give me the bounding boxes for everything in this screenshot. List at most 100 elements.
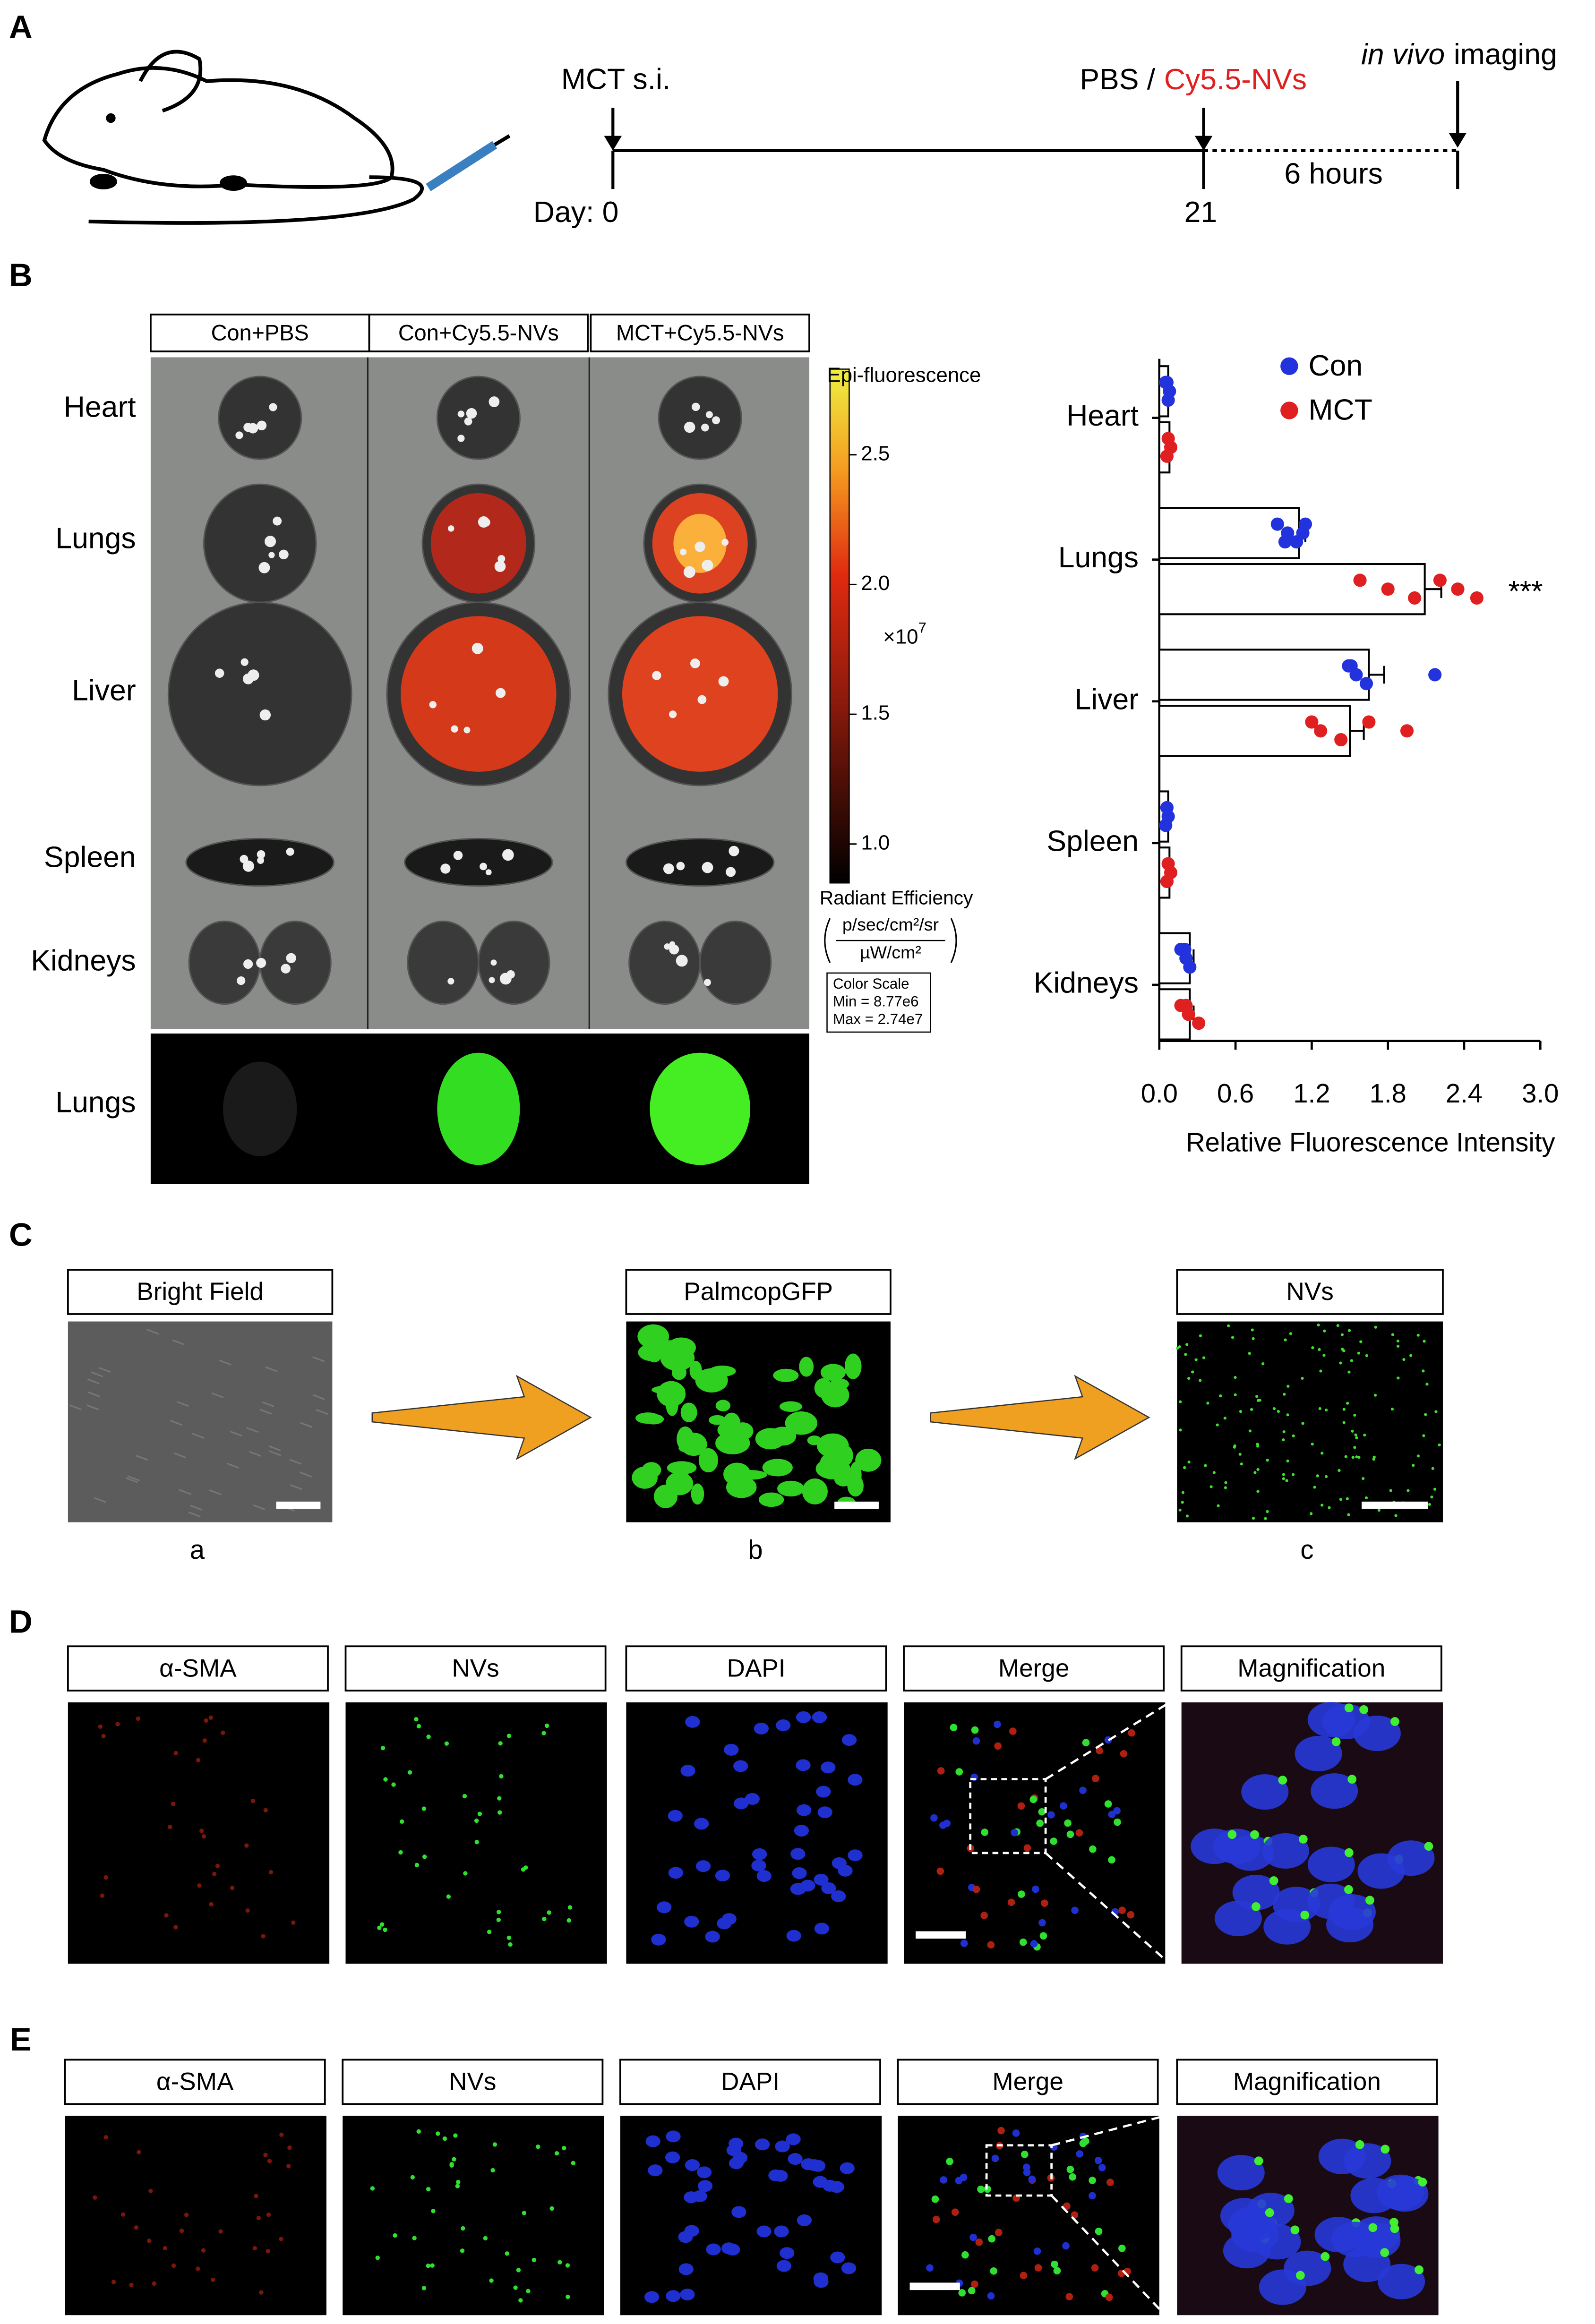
sma-signal (184, 2213, 189, 2217)
nv-dot (1363, 1433, 1366, 1437)
nv-signal (414, 1863, 420, 1867)
gfp-cell (830, 1378, 849, 1390)
merge-signal (1019, 1938, 1027, 1946)
nv-signal (508, 1942, 513, 1947)
speckle (240, 658, 249, 666)
nv-dot (1338, 1469, 1341, 1472)
organ-label: Lungs (55, 522, 136, 555)
data-point (1428, 668, 1442, 682)
sma-signal (148, 2188, 153, 2193)
speckle (248, 669, 259, 681)
panel-label: D (9, 1604, 33, 1640)
zoom-line (1045, 1701, 1170, 1780)
nv-magnified (1381, 2145, 1390, 2154)
sma-signal (137, 2150, 141, 2155)
nv-signal (490, 2168, 495, 2173)
x-tick-label: 3.0 (1522, 1078, 1559, 1108)
gfp-cell (844, 1353, 862, 1379)
nucleus (725, 2243, 740, 2256)
cell-texture (87, 1391, 100, 1397)
nucleus (796, 1804, 812, 1816)
legend-marker (1280, 357, 1298, 375)
nucleus (841, 2262, 857, 2274)
nv-dot (1219, 1394, 1222, 1398)
merge-signal (1059, 1802, 1067, 1810)
merge-signal (1038, 1919, 1046, 1927)
merge-signal (960, 2173, 968, 2181)
speckle (269, 403, 277, 411)
nv-signal (474, 1818, 479, 1823)
nv-signal (547, 1910, 551, 1915)
nucleus (685, 2159, 700, 2171)
header-box (1180, 1645, 1442, 1692)
nv-magnified (1254, 2156, 1263, 2166)
nv-signal (452, 2157, 456, 2162)
header-box (64, 2059, 326, 2105)
sma-signal (244, 1843, 249, 1848)
nv-dot (1430, 1495, 1433, 1499)
organ (478, 920, 550, 1005)
organ (658, 376, 742, 460)
speckle (721, 538, 729, 546)
nucleus (729, 2137, 744, 2150)
merge-signal (1032, 1885, 1039, 1893)
sma-signal (93, 2195, 97, 2200)
cell-texture (211, 1392, 224, 1399)
panel-label: A (9, 9, 33, 45)
sma-signal (263, 2153, 268, 2157)
speckle (489, 396, 500, 407)
nv-dot (1365, 1354, 1368, 1358)
data-point (1451, 582, 1465, 596)
speckle (447, 525, 454, 532)
cell-texture (312, 1394, 325, 1400)
cell-texture (190, 1504, 203, 1511)
cell-texture (219, 1359, 232, 1366)
nv-signal (497, 1796, 502, 1801)
nv-signal (410, 2175, 415, 2180)
header-box (67, 1269, 334, 1315)
nv-signal (383, 1777, 388, 1782)
nv-magnified (1278, 1776, 1287, 1785)
rat-illustration (42, 50, 511, 225)
nv-signal (541, 1731, 546, 1735)
timeline-event-end: imaging (1454, 37, 1557, 70)
gfp-cell (799, 1357, 814, 1377)
speckle (472, 642, 483, 654)
gfp-cell (735, 1470, 767, 1480)
scale-box (826, 972, 931, 1033)
gfp-cell (773, 1368, 799, 1382)
merge-signal (931, 2195, 939, 2203)
nv-dot (1187, 1376, 1191, 1380)
speckle (457, 435, 465, 442)
sma-signal (115, 1722, 120, 1726)
nucleus-magnified (1228, 2206, 1276, 2242)
merge-signal (977, 2185, 985, 2193)
nucleus (786, 2133, 801, 2145)
speckle (712, 416, 720, 425)
category-label: Kidneys (1034, 966, 1139, 999)
nv-dot (1406, 1489, 1410, 1492)
header-label: Bright Field (137, 1278, 264, 1306)
nv-dot (1255, 1395, 1259, 1398)
nv-magnified (1344, 1848, 1354, 1857)
nv-signal (426, 1734, 431, 1739)
scale-bar (834, 1501, 879, 1509)
nv-dot (1354, 1433, 1357, 1436)
nucleus (680, 1765, 695, 1777)
nv-dot (1234, 1376, 1237, 1379)
merge-signal (1114, 1818, 1121, 1826)
sma-signal (210, 2277, 215, 2282)
speckle (496, 688, 506, 698)
speckle (701, 423, 709, 432)
sma-signal (254, 2194, 258, 2198)
nucleus-magnified (1378, 2264, 1425, 2299)
nucleus (831, 1890, 846, 1902)
timeline-event-italic: in vivo (1361, 37, 1445, 70)
nv-signal (391, 1782, 396, 1787)
nv-dot (1194, 1358, 1198, 1361)
sma-signal (245, 1908, 250, 1913)
merge-signal (1062, 2242, 1070, 2250)
nucleus (715, 1870, 730, 1882)
data-point (1296, 526, 1310, 540)
nucleus (648, 2164, 663, 2177)
